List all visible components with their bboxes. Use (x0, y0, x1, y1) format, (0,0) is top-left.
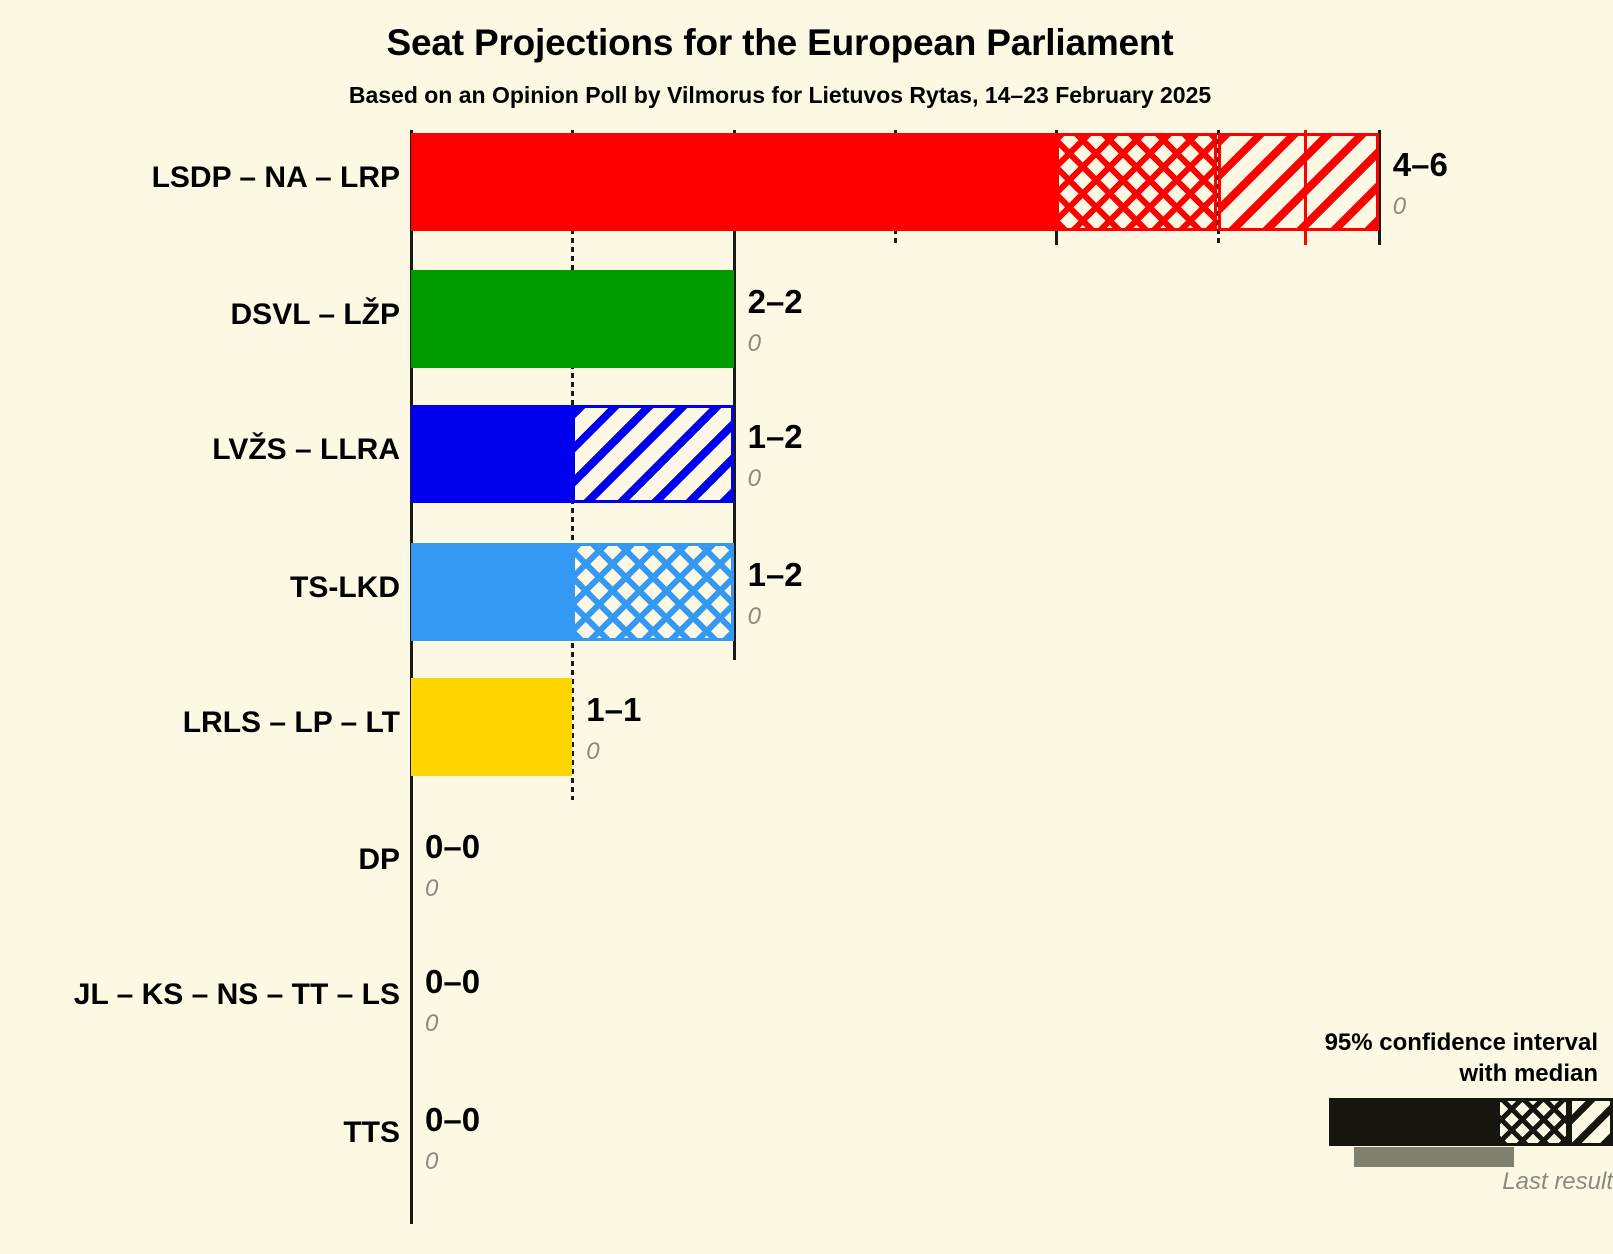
last-result-value: 0 (747, 330, 761, 357)
confidence-interval-bar (411, 133, 1379, 231)
party-label: JL – KS – NS – TT – LS (73, 978, 400, 1011)
chart-row: TTS 0–0 0 (0, 1088, 1613, 1186)
seat-range-value: 0–0 (425, 963, 481, 1000)
confidence-interval-bar (411, 405, 734, 503)
last-result-value: 0 (747, 465, 761, 492)
confidence-interval-bar (411, 815, 412, 913)
last-result-value: 0 (425, 875, 439, 902)
seat-range-value: 1–2 (747, 418, 803, 455)
bar-segment-solid (411, 270, 734, 368)
seat-range-value: 4–6 (1392, 146, 1448, 183)
legend-segment-diagonal (1569, 1098, 1613, 1146)
last-result-value: 0 (1392, 193, 1407, 220)
page-subtitle: Based on an Opinion Poll by Vilmorus for… (348, 82, 1212, 108)
party-label: LVŽS – LLRA (212, 433, 400, 466)
legend-sample-bar (1329, 1098, 1613, 1146)
chart-row: TS-LKD 1–2 0 (0, 543, 1613, 641)
party-label: TS-LKD (290, 571, 400, 604)
bar-segment-solid (411, 543, 573, 641)
chart-row: DSVL – LŽP 2–2 0 (0, 270, 1613, 368)
party-label: LRLS – LP – LT (182, 706, 400, 739)
legend-label: 95% confidence interval with median (1324, 1029, 1598, 1087)
party-label: DSVL – LŽP (230, 298, 400, 331)
confidence-interval-bar (411, 678, 573, 776)
chart-row: DP 0–0 0 (0, 815, 1613, 913)
last-result-value: 0 (586, 738, 600, 765)
chart-row: LRLS – LP – LT 1–1 0 (0, 678, 1613, 776)
party-label: LSDP – NA – LRP (151, 161, 400, 194)
gridline (1377, 130, 1381, 245)
seat-range-value: 1–1 (586, 691, 642, 728)
seat-range-value: 0–0 (425, 1101, 481, 1138)
legend-last-result-bar (1354, 1147, 1514, 1167)
legend-segment-crosshatch (1497, 1098, 1569, 1146)
chart-row: LSDP – NA – LRP 4–6 0 (0, 133, 1613, 231)
bar-segment-solid (411, 133, 1057, 231)
party-label: DP (358, 843, 400, 876)
legend-last-result-label: Last result (1502, 1168, 1613, 1195)
bar-segment-solid (411, 405, 573, 503)
bar-segment-solid (411, 678, 573, 776)
bar-segment-crosshatch (572, 543, 734, 641)
last-result-value: 0 (425, 1148, 439, 1175)
seat-range-value: 0–0 (425, 828, 481, 865)
seat-range-value: 2–2 (747, 283, 803, 320)
bar-segment-crosshatch (1056, 133, 1218, 231)
y-axis-line (410, 130, 413, 1224)
page-title: Seat Projections for the European Parlia… (386, 22, 1174, 63)
confidence-interval-bar (411, 543, 734, 641)
chart-row: LVŽS – LLRA 1–2 0 (0, 405, 1613, 503)
legend-segment-solid (1329, 1098, 1497, 1146)
confidence-interval-bar (411, 1088, 412, 1186)
last-result-value: 0 (747, 603, 761, 630)
party-label: TTS (343, 1116, 400, 1149)
last-result-value: 0 (425, 1010, 439, 1037)
legend: 95% confidence interval with median (1178, 1028, 1598, 1089)
seat-range-value: 1–2 (747, 556, 803, 593)
confidence-interval-bar (411, 270, 734, 368)
bar-segment-diagonal (572, 405, 734, 503)
gridline (732, 130, 736, 660)
chart-row: JL – KS – NS – TT – LS 0–0 0 (0, 950, 1613, 1048)
confidence-interval-bar (411, 950, 412, 1048)
bar-segment-diagonal (1217, 133, 1379, 231)
